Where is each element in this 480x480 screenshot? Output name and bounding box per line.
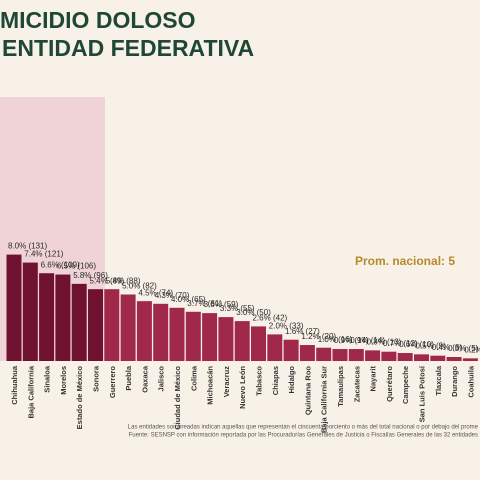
x-tick-label: Quintana Roo xyxy=(303,366,312,416)
bar xyxy=(120,294,136,361)
x-tick-label: Sinaloa xyxy=(43,365,52,393)
x-tick-label: Durango xyxy=(450,366,459,397)
value-label: 0.3% (5) xyxy=(448,344,479,353)
value-label: 4.5% (74) xyxy=(138,288,173,297)
value-label: 4.3% (70) xyxy=(155,291,190,300)
value-label: 3.7% (61) xyxy=(187,299,222,308)
bar xyxy=(218,317,234,361)
value-label: 1.0% (16) xyxy=(318,335,353,344)
bar xyxy=(299,345,315,361)
value-label: 2.0% (33) xyxy=(269,322,304,331)
value-label: 0.6% (10) xyxy=(399,340,434,349)
value-label: 1.2% (20) xyxy=(301,332,336,341)
value-label: 0.9% (14) xyxy=(334,336,369,345)
bar xyxy=(251,326,266,361)
value-label: 0.8% (13) xyxy=(367,337,402,346)
x-tick-label: Campeche xyxy=(401,366,410,404)
value-label: 3.3% (55) xyxy=(220,304,255,313)
bar xyxy=(283,339,299,361)
x-tick-label: Puebla xyxy=(124,365,133,390)
bar xyxy=(234,321,250,361)
value-label: 3.0% (50) xyxy=(236,308,271,317)
chart-title: ENTIDAD FEDERATIVA xyxy=(2,35,254,61)
value-label: 6.6% (109) xyxy=(41,260,80,269)
bar xyxy=(55,274,71,361)
x-tick-label: Chihuahua xyxy=(10,365,19,405)
x-tick-label: Michoacán xyxy=(206,366,215,405)
value-label: 5.4% (89) xyxy=(90,276,125,285)
x-tick-label: Zacatecas xyxy=(352,366,361,402)
bar xyxy=(169,307,185,361)
x-tick-label: Nuevo León xyxy=(238,366,247,409)
x-tick-label: Jalisco xyxy=(157,366,166,392)
value-label: 0.5% (9) xyxy=(416,341,447,350)
value-label: 7.4% (121) xyxy=(24,250,63,259)
bar xyxy=(332,349,348,361)
value-label: 0.4% (6) xyxy=(432,343,463,352)
annotation: Prom. nacional: 5 xyxy=(355,254,455,268)
x-tick-label: Tamaulipas xyxy=(336,366,345,407)
value-label: 0.7% (12) xyxy=(383,339,418,348)
x-tick-label: Chiapas xyxy=(271,366,280,395)
value-label: 5.4% (88) xyxy=(106,276,141,285)
bar xyxy=(316,347,332,361)
bar xyxy=(6,254,22,361)
bar xyxy=(185,311,201,361)
x-tick-label: Tabasco xyxy=(254,366,263,396)
x-tick-label: San Luis Potosí xyxy=(417,365,426,422)
bar xyxy=(430,355,446,361)
x-tick-label: Hidalgo xyxy=(287,366,296,394)
bar xyxy=(381,351,397,361)
x-tick-label: Ciudad de México xyxy=(173,366,182,430)
value-label: 0.2% (4) xyxy=(464,345,480,354)
x-tick-label: Veracruz xyxy=(222,366,231,398)
x-tick-label: Querétaro xyxy=(385,366,394,402)
value-label: 3.6% (59) xyxy=(204,300,239,309)
value-label: 0.9% (14) xyxy=(350,336,385,345)
bar xyxy=(104,289,120,361)
x-tick-label: Oaxaca xyxy=(140,365,149,393)
value-label: 5.0% (82) xyxy=(122,282,157,291)
x-tick-label: Estado de México xyxy=(75,366,84,430)
x-tick-label: Baja California Sur xyxy=(320,366,329,433)
bar xyxy=(71,283,87,361)
bar xyxy=(414,354,429,361)
bar xyxy=(22,262,38,361)
value-label: 1.6% (27) xyxy=(285,327,320,336)
footnote: Las entidades sombreadas indican aquella… xyxy=(128,425,479,431)
bar xyxy=(462,358,478,361)
chart-title: MICIDIO DOLOSO xyxy=(0,7,196,33)
x-tick-label: Morelos xyxy=(59,366,68,395)
footnote: Fuente: SESNSP con información reportada… xyxy=(129,433,478,439)
bar xyxy=(153,303,169,361)
bar xyxy=(446,357,462,361)
x-tick-label: Coahuila xyxy=(466,365,475,397)
bar xyxy=(365,350,381,361)
value-label: 2.6% (42) xyxy=(253,314,288,323)
bar xyxy=(267,334,283,361)
x-tick-label: Colima xyxy=(189,365,198,391)
bar xyxy=(136,301,152,361)
bar xyxy=(202,313,218,361)
x-tick-label: Baja California xyxy=(26,365,35,418)
x-tick-label: Nayarit xyxy=(369,366,378,392)
bar xyxy=(397,353,413,361)
bar xyxy=(39,273,55,361)
value-label: 6.5% (106) xyxy=(57,262,96,271)
value-label: 4.0% (65) xyxy=(171,295,206,304)
x-tick-label: Guerrero xyxy=(108,366,117,399)
value-label: 5.8% (96) xyxy=(73,271,108,280)
bar xyxy=(348,349,364,361)
x-tick-label: Sonora xyxy=(91,365,100,392)
x-tick-label: Tlaxcala xyxy=(434,365,443,395)
value-label: 8.0% (131) xyxy=(8,242,47,251)
bar xyxy=(88,289,103,361)
